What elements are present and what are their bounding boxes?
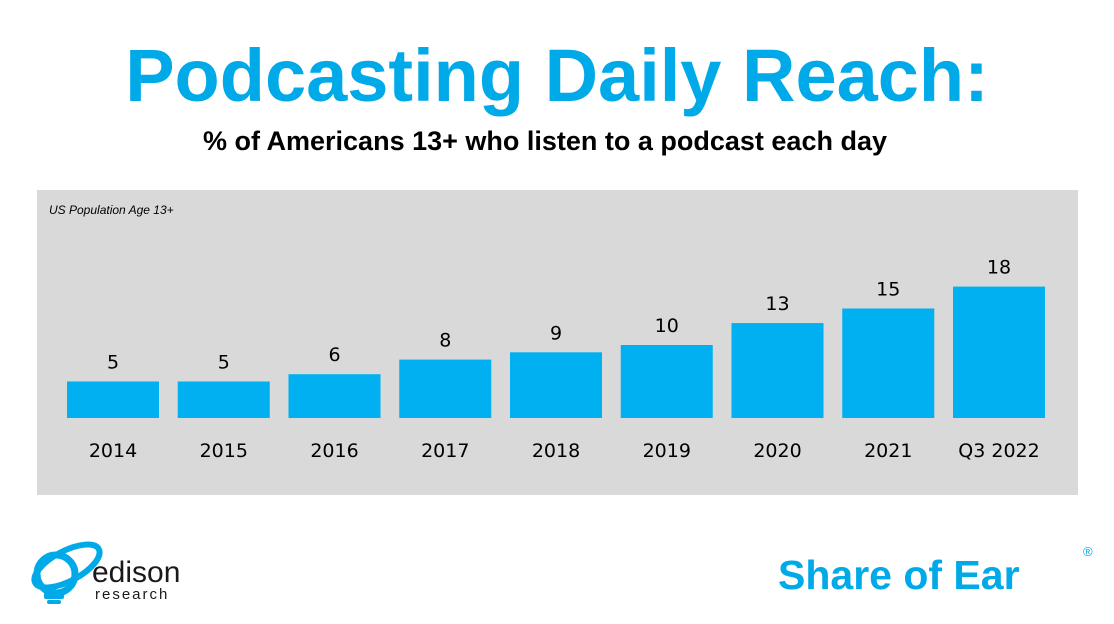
bar-q3-2022	[953, 286, 1045, 418]
bar-2016	[288, 374, 381, 418]
x-tick-label-q3-2022: Q3 2022	[958, 440, 1039, 462]
data-label-2014: 5	[107, 352, 119, 374]
research-logo-text: research	[95, 586, 169, 603]
registered-mark: ®	[1083, 544, 1093, 559]
x-tick-label-2020: 2020	[753, 440, 801, 462]
x-tick-label-2017: 2017	[421, 440, 469, 462]
data-label-2020: 13	[765, 293, 789, 315]
x-tick-label-2018: 2018	[532, 440, 580, 462]
data-label-2018: 9	[550, 322, 562, 344]
edison-logo-mark-icon	[31, 541, 103, 604]
data-label-2016: 6	[328, 344, 340, 366]
edison-research-logo: edison research	[22, 530, 222, 610]
x-tick-label-2014: 2014	[89, 440, 137, 462]
x-tick-label-2021: 2021	[864, 440, 912, 462]
share-of-ear-brand: Share of Ear	[778, 552, 1020, 598]
x-tick-label-2019: 2019	[643, 440, 691, 462]
page-subtitle: % of Americans 13+ who listen to a podca…	[203, 126, 887, 156]
chart-panel: US Population Age 13+ 5 2014 5 2015 6 2016 8 20…	[37, 190, 1078, 495]
bar-2014	[67, 381, 159, 418]
data-label-2021: 15	[876, 279, 900, 301]
page-title: Podcasting Daily Reach:	[125, 34, 989, 117]
bar-2021	[842, 308, 935, 418]
data-label-q3-2022: 18	[987, 257, 1011, 279]
edison-logo-text: edison	[92, 556, 180, 589]
bar-chart: 5 2014 5 2015 6 2016 8 2017 9 2018 10 2019 13 2020 15 2…	[67, 257, 1045, 462]
data-label-2019: 10	[655, 315, 679, 337]
x-tick-label-2015: 2015	[200, 440, 248, 462]
bar-2020	[731, 323, 824, 418]
bar-2017	[399, 359, 492, 418]
data-label-2017: 8	[439, 330, 451, 352]
bar-2015	[177, 381, 270, 418]
chart-population-note: US Population Age 13+	[49, 203, 174, 217]
bar-2018	[510, 352, 602, 418]
data-label-2015: 5	[218, 352, 230, 374]
bar-2019	[620, 345, 713, 418]
x-tick-label-2016: 2016	[310, 440, 358, 462]
